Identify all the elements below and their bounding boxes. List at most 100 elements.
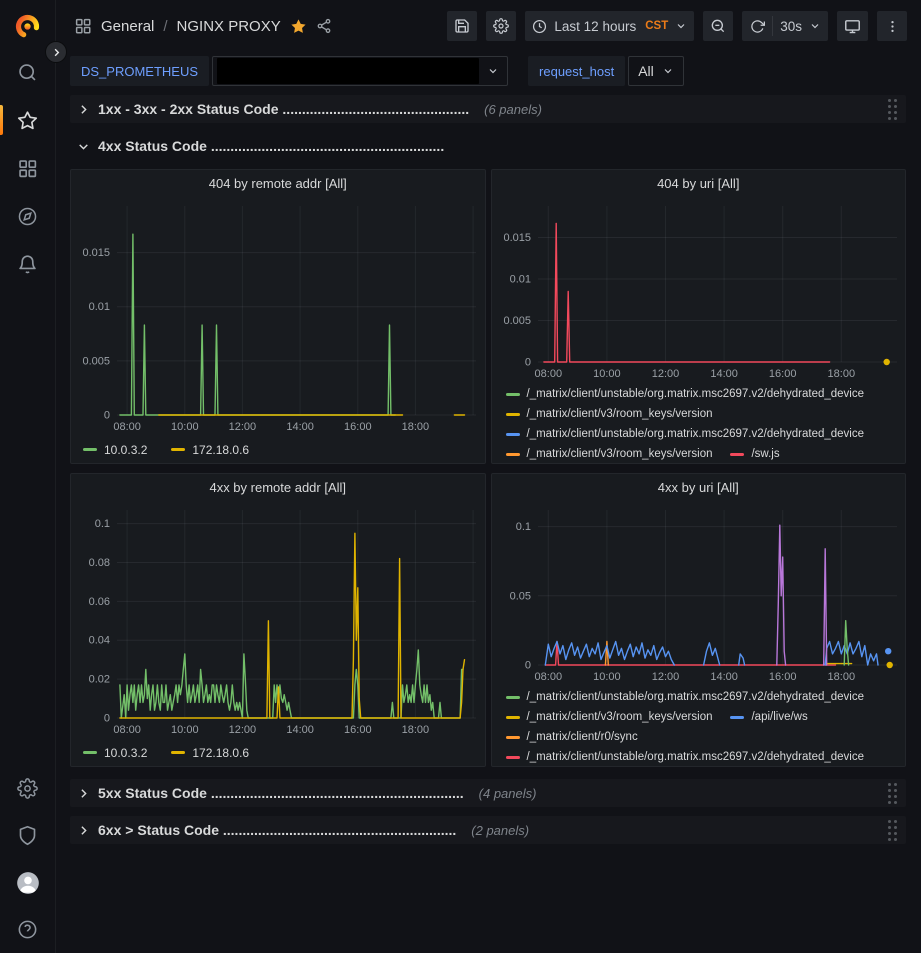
legend-item[interactable]: /_matrix/client/r0/sync [505,727,638,747]
variable-value-request-host[interactable]: All [628,56,684,86]
help-circle-icon [18,920,37,939]
variable-value-ds-prometheus[interactable] [212,56,509,86]
timeseries-chart-404-remote-addr[interactable]: 0 0.005 0.01 0.015 08:00 10:00 12:00 14:00 16:00… [71,197,485,436]
sidebar-item-search[interactable] [0,48,56,96]
row-header-5xx[interactable]: 5xx Status Code ........................… [70,779,906,807]
legend-item[interactable]: /sw.js [730,444,780,463]
svg-text:12:00: 12:00 [651,671,679,683]
svg-text:0: 0 [524,660,530,672]
legend-item[interactable]: /api/live/ws [730,707,808,727]
legend-item[interactable]: 172.18.0.6 [171,743,249,763]
panel-title[interactable]: 4xx by remote addr [All] [209,480,347,495]
svg-text:18:00: 18:00 [402,724,430,736]
panel-title[interactable]: 404 by uri [All] [657,176,740,191]
legend-item[interactable]: /_matrix/client/v3/room_keys/version [505,707,712,727]
series-color-swatch [505,735,520,739]
variable-label-request-host[interactable]: request_host [528,56,626,86]
dashboard-header: General / NGINX PROXY [56,0,921,52]
svg-text:0.06: 0.06 [89,596,110,608]
sidebar-expand-button[interactable] [45,41,67,63]
sidebar-item-alerting[interactable] [0,240,56,288]
variable-label-ds-prometheus[interactable]: DS_PROMETHEUS [70,56,210,86]
panel-legend: 10.0.3.2 172.18.0.6 [71,739,485,766]
timeseries-chart-4xx-uri[interactable]: 0 0.05 0.1 08:00 10:00 12:00 14:00 16:00 18:00 [492,501,906,686]
zoom-out-time-button[interactable] [703,11,734,41]
row-drag-handle[interactable] [886,781,899,806]
dashboards-grid-icon [19,159,37,177]
legend-item[interactable]: /_matrix/client/unstable/org.matrix.msc2… [505,384,865,404]
svg-text:14:00: 14:00 [710,368,738,380]
legend-label: /api/live/ws [751,711,808,723]
svg-text:0.04: 0.04 [89,635,110,647]
cycle-view-mode-button[interactable] [837,11,868,41]
panel-title[interactable]: 404 by remote addr [All] [208,176,347,191]
timeseries-chart-404-uri[interactable]: 0 0.005 0.01 0.015 08:00 10:00 12:00 14:00 16:00… [492,197,906,383]
more-options-button[interactable] [877,11,907,41]
legend-item[interactable]: /_matrix/client/unstable/org.matrix.msc2… [505,687,864,707]
save-dashboard-button[interactable] [447,11,478,41]
svg-text:14:00: 14:00 [710,671,738,683]
sidebar-item-profile[interactable] [0,859,56,906]
sidebar-item-help[interactable] [0,906,56,953]
kebab-menu-icon [890,20,894,32]
row-header-6xx[interactable]: 6xx > Status Code ......................… [70,816,906,844]
series-color-swatch [505,755,520,759]
timeseries-chart-4xx-remote-addr[interactable]: 0 0.02 0.04 0.06 0.08 0.1 08:00 10:00 12:00 14:00… [71,501,485,739]
breadcrumb: General / NGINX PROXY [74,17,332,35]
panel-legend: /_matrix/client/unstable/org.matrix.msc2… [492,383,906,463]
row-header-1xx-3xx-2xx[interactable]: 1xx - 3xx - 2xx Status Code ............… [70,95,906,123]
legend-item[interactable]: 10.0.3.2 [83,743,147,763]
sidebar-item-starred[interactable] [0,96,56,144]
legend-label: /_matrix/client/unstable/org.matrix.msc2… [526,388,865,400]
legend-label: 172.18.0.6 [192,745,250,760]
series-color-swatch [505,412,520,416]
search-icon [19,63,36,81]
legend-label: /_matrix/client/unstable/org.matrix.msc2… [526,428,865,440]
legend-item[interactable]: /_matrix/client/unstable/org.matrix.msc2… [505,424,865,444]
redacted-value [217,58,480,84]
breadcrumb-folder[interactable]: General [101,17,155,35]
svg-text:10:00: 10:00 [171,421,199,433]
grafana-logo[interactable] [0,13,56,40]
panel-legend: 10.0.3.2 172.18.0.6 [71,436,485,463]
row-drag-handle[interactable] [886,818,899,843]
legend-label: 172.18.0.6 [192,442,250,457]
time-range-picker[interactable]: Last 12 hours CST [525,11,695,41]
sidebar-item-dashboards[interactable] [0,144,56,192]
legend-label: 10.0.3.2 [104,745,148,760]
svg-text:10:00: 10:00 [593,368,621,380]
svg-text:0.015: 0.015 [503,232,531,244]
sidebar [0,0,56,953]
breadcrumb-dashboard-title[interactable]: NGINX PROXY [176,17,281,35]
legend-item[interactable]: 10.0.3.2 [83,440,147,460]
svg-text:08:00: 08:00 [534,671,562,683]
legend-item[interactable]: /_matrix/client/v3/room_keys/version [505,404,712,424]
svg-text:0: 0 [104,713,110,725]
sidebar-bottom-section [0,765,56,953]
legend-item[interactable]: 172.18.0.6 [171,440,249,460]
panel-4xx-by-remote-addr: 4xx by remote addr [All] 0 0.02 0.04 0.06 0.… [70,473,486,767]
sidebar-item-server-admin[interactable] [0,812,56,859]
favorite-star-icon[interactable] [290,18,307,35]
variables-bar: DS_PROMETHEUS request_host All [56,52,921,90]
sidebar-item-configuration[interactable] [0,765,56,812]
svg-text:12:00: 12:00 [651,368,679,380]
row-header-4xx[interactable]: 4xx Status Code ........................… [70,132,906,160]
legend-item[interactable]: /_matrix/client/v3/room_keys/version [505,444,712,463]
panel-title[interactable]: 4xx by uri [All] [657,480,739,495]
chevron-down-icon [811,24,819,29]
svg-text:0.015: 0.015 [82,247,110,259]
svg-text:12:00: 12:00 [229,421,257,433]
refresh-dashboard-button[interactable] [742,11,772,41]
legend-item[interactable]: /_matrix/client/unstable/org.matrix.msc2… [505,747,864,766]
shield-icon [19,825,36,846]
sidebar-item-explore[interactable] [0,192,56,240]
row-drag-handle[interactable] [886,97,899,122]
refresh-icon [751,19,765,33]
refresh-interval-select[interactable]: 30s [773,11,828,41]
share-icon[interactable] [316,18,332,34]
svg-text:0.01: 0.01 [509,274,530,286]
legend-label: /sw.js [751,448,780,460]
dashboard-settings-button[interactable] [486,11,517,41]
chevron-down-icon [664,69,672,74]
